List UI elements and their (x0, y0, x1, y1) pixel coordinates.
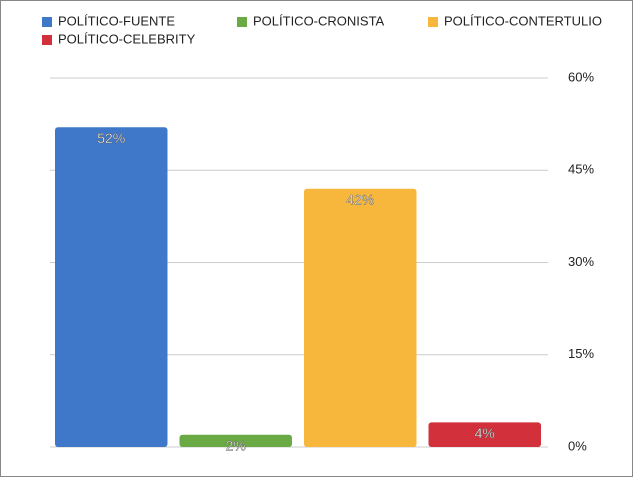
legend-swatch (428, 17, 438, 27)
bar (179, 434, 292, 447)
data-label: 2% (226, 437, 246, 453)
y-tick-label: 30% (568, 254, 594, 269)
y-tick-label: 15% (568, 346, 594, 361)
bar (55, 127, 168, 447)
data-label: 4% (475, 425, 495, 441)
legend-label: POLÍTICO-FUENTE (58, 13, 175, 28)
legend-swatch (237, 17, 247, 27)
data-label: 52% (97, 130, 125, 146)
y-tick-label: 0% (568, 438, 587, 453)
legend-label: POLÍTICO-CRONISTA (253, 13, 385, 28)
y-tick-label: 60% (568, 69, 594, 84)
data-label: 42% (346, 191, 374, 207)
legend-label: POLÍTICO-CONTERTULIO (444, 13, 602, 28)
bar (428, 422, 541, 447)
y-tick-label: 45% (568, 162, 594, 177)
legend-swatch (42, 17, 52, 27)
legend-swatch (42, 35, 52, 45)
legend-label: POLÍTICO-CELEBRITY (58, 31, 196, 46)
bar (304, 188, 417, 447)
